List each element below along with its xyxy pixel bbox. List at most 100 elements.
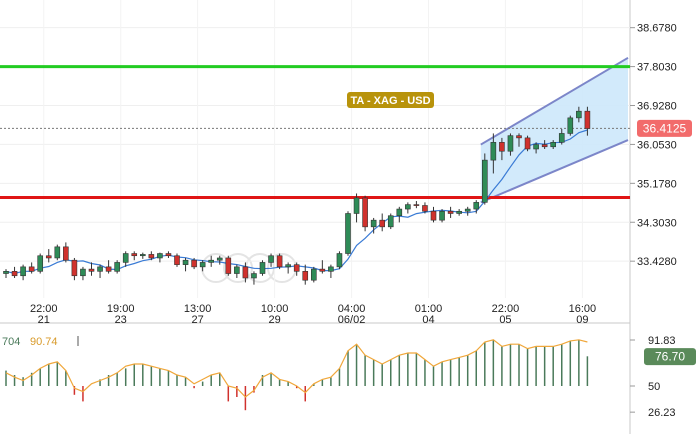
candle (285, 262, 291, 274)
candle-body (114, 262, 120, 272)
oscillator-current-label: 76.70 (655, 350, 685, 364)
candle (293, 262, 300, 276)
candle-body (558, 133, 565, 143)
candle (63, 242, 69, 263)
candle-body (11, 271, 18, 277)
candle (576, 106, 582, 123)
candle-body (37, 255, 44, 272)
candle-body (165, 253, 172, 257)
candle (379, 213, 386, 232)
candle (37, 253, 44, 274)
candle (114, 260, 120, 274)
candle (558, 128, 565, 145)
candle-body (387, 215, 394, 228)
candle-body (507, 135, 514, 152)
candle (353, 193, 360, 223)
candle-body (396, 208, 403, 217)
candle-body (413, 204, 420, 206)
date-tick-label: 09 (576, 314, 588, 326)
candle (11, 266, 18, 278)
candle (182, 257, 189, 272)
candle-body (516, 135, 522, 139)
candle-body (447, 210, 454, 214)
candle (268, 253, 274, 267)
candle (251, 271, 257, 285)
candle-body (216, 257, 223, 261)
candle-body (234, 266, 240, 274)
candle-body (54, 246, 61, 259)
candle (319, 260, 326, 274)
candle-body (71, 259, 78, 277)
candle-body (45, 255, 52, 259)
candle (216, 255, 223, 265)
candle (105, 260, 112, 274)
candle (567, 115, 574, 136)
candle-body (242, 266, 249, 279)
candle-body (362, 197, 368, 228)
candle (148, 251, 155, 261)
candle-body (422, 205, 428, 212)
oscillator-value-right: 90.74 (30, 336, 58, 348)
candle (362, 195, 368, 232)
candle-body (345, 213, 351, 254)
candle-body (97, 266, 103, 272)
candle-body (328, 266, 334, 272)
date-tick-label: 21 (38, 314, 50, 326)
candle-body (259, 262, 266, 274)
candle (276, 253, 283, 270)
price-tick-label: 36.0530 (637, 139, 677, 151)
candle-body (336, 253, 343, 268)
time-tick-label: 16:00 (569, 303, 597, 315)
candle-body (268, 255, 274, 263)
candle (71, 257, 78, 281)
candle-body (456, 210, 462, 214)
candle-body (88, 268, 95, 272)
channel-lower-line (480, 139, 629, 204)
candle (439, 209, 445, 223)
date-tick-label: 27 (192, 314, 204, 326)
candle (199, 260, 206, 272)
candle-body (3, 271, 9, 274)
price-channel (480, 56, 629, 204)
candle-body (251, 273, 257, 279)
oscillator-current-badge: 76.70 (644, 348, 696, 366)
candle-body (302, 271, 309, 281)
candle (328, 264, 334, 278)
candle (20, 264, 26, 281)
time-axis-ticks: 22:002119:002313:002710:002904:0006/0201… (30, 303, 596, 326)
candle (165, 251, 172, 258)
candle-body (481, 159, 488, 203)
date-tick-label: 04 (422, 314, 434, 326)
candle (259, 260, 266, 276)
candle-body (533, 144, 539, 150)
candle-body (541, 144, 548, 148)
candle-body (379, 219, 386, 228)
candle (396, 206, 403, 223)
candle (3, 269, 9, 278)
candle-body (576, 110, 582, 119)
candle (80, 266, 86, 281)
candle-body (131, 253, 138, 257)
candle (447, 206, 454, 218)
candle-body (490, 142, 497, 161)
time-tick-label: 22:00 (30, 303, 58, 315)
time-tick-label: 13:00 (184, 303, 212, 315)
candle (174, 253, 180, 267)
candle (464, 206, 471, 216)
candle (456, 209, 462, 216)
current-price-label: 36.4125 (643, 121, 687, 135)
candle-body (199, 262, 206, 268)
candle (516, 133, 522, 147)
time-tick-label: 19:00 (107, 303, 135, 315)
price-tick-label: 38.6780 (637, 23, 677, 35)
candle (507, 133, 514, 156)
candle-body (28, 266, 35, 272)
candle (208, 255, 214, 267)
candle (242, 262, 249, 283)
candle (490, 133, 497, 174)
candle (345, 211, 351, 256)
oscillator-tick-label: 91.83 (648, 335, 676, 347)
candle-body (157, 253, 163, 259)
candle-body (122, 253, 129, 263)
candle-body (63, 246, 69, 261)
